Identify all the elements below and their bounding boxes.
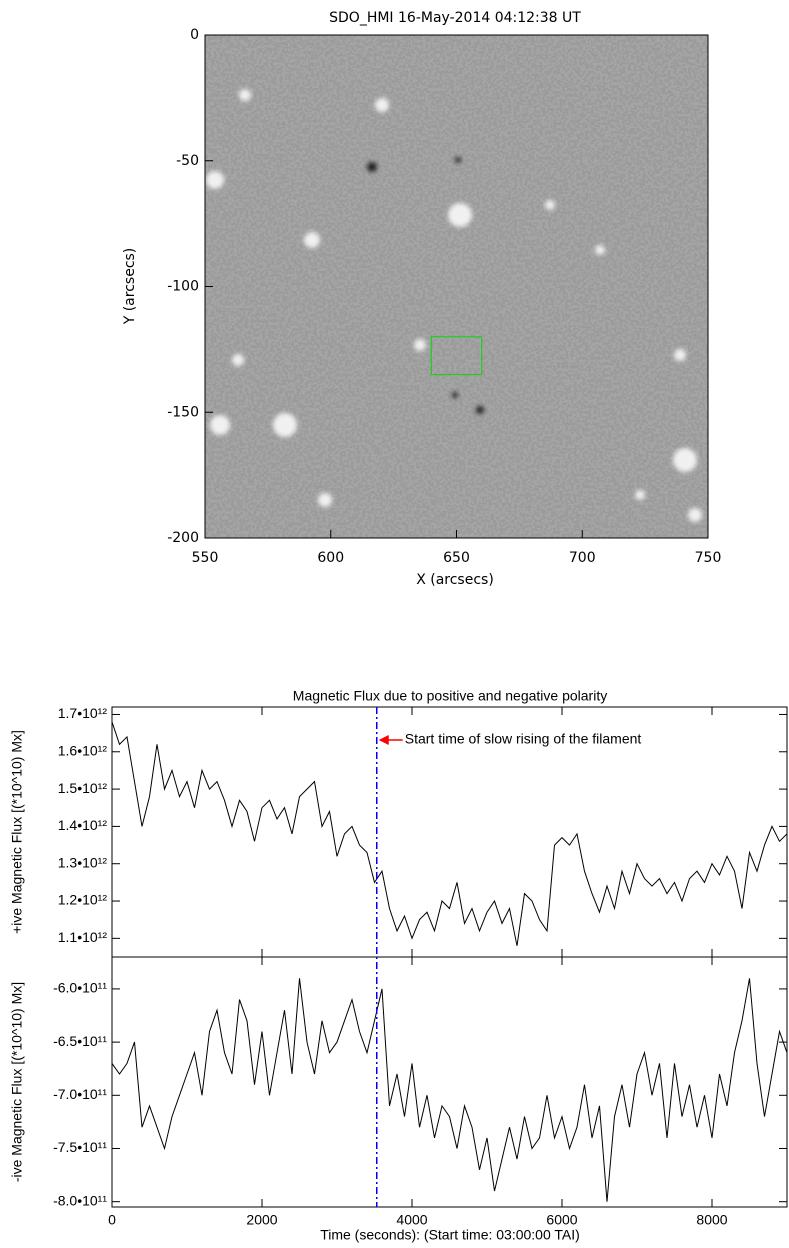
y-tick-label: -7.5•10¹¹ <box>53 1139 107 1155</box>
image-title: SDO_HMI 16-May-2014 04:12:38 UT <box>329 10 581 26</box>
arrow-head <box>378 735 389 745</box>
y-tick-label: -200 <box>167 530 199 546</box>
x-tick-label: 2000 <box>246 1212 277 1228</box>
y-tick-label: -50 <box>176 153 199 169</box>
y-tick-label: 1.3•10¹² <box>58 854 108 870</box>
y-tick-label: -150 <box>167 404 199 420</box>
x-tick-label: 700 <box>569 550 596 566</box>
x-axis-label: Time (seconds): (Start time: 03:00:00 TA… <box>320 1227 580 1243</box>
x-tick-label: 0 <box>108 1212 116 1228</box>
bright-patches <box>206 89 702 522</box>
y-tick-label: -8.0•10¹¹ <box>53 1192 107 1208</box>
y-tick-label: 1.6•10¹² <box>58 742 108 758</box>
region-box <box>430 336 483 376</box>
y-tick-label: 1.1•10¹² <box>58 929 108 945</box>
y-tick-label: -100 <box>167 279 199 295</box>
y-tick-label: -6.5•10¹¹ <box>53 1033 107 1049</box>
y-axis-label: -ive Magnetic Flux [(*10^10) Mx] <box>9 982 25 1182</box>
x-axis-label: X (arcsecs) <box>416 572 494 588</box>
x-tick-label: 600 <box>317 550 344 566</box>
y-axis-label: +ive Magnetic Flux [(*10^10) Mx] <box>9 730 25 934</box>
y-tick-label: -6.0•10¹¹ <box>53 980 107 996</box>
x-tick-label: 650 <box>443 550 470 566</box>
annotation: Start time of slow rising of the filamen… <box>405 731 642 747</box>
x-tick-label: 8000 <box>696 1212 727 1228</box>
y-tick-label: 0 <box>190 27 199 43</box>
flux-line <box>111 721 788 946</box>
y-axis-label: Y (arcsecs) <box>122 248 138 326</box>
y-tick-label: 1.5•10¹² <box>58 780 108 796</box>
dark-patches <box>367 157 484 414</box>
magnetogram <box>205 35 708 538</box>
y-tick-label: -7.0•10¹¹ <box>53 1086 107 1102</box>
flux-line <box>111 978 788 1202</box>
x-tick-label: 550 <box>192 550 219 566</box>
y-tick-label: 1.2•10¹² <box>58 892 108 908</box>
x-tick-label: 4000 <box>396 1212 427 1228</box>
y-tick-label: 1.4•10¹² <box>58 817 108 833</box>
panel-frame <box>111 956 788 1208</box>
y-tick-label: 1.7•10¹² <box>58 705 108 721</box>
x-tick-label: 750 <box>695 550 722 566</box>
x-tick-label: 6000 <box>546 1212 577 1228</box>
flux-title: Magnetic Flux due to positive and negati… <box>293 688 607 704</box>
